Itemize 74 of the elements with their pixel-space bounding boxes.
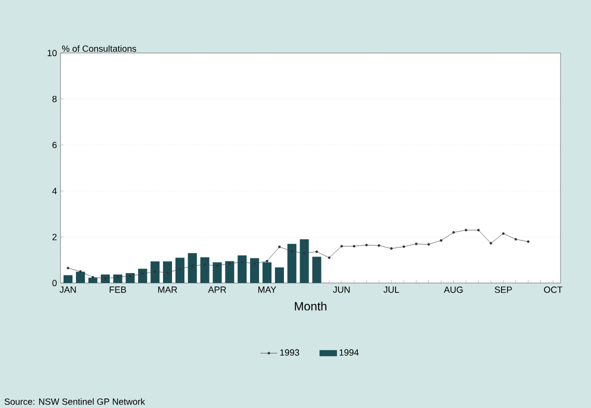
bar	[126, 273, 135, 283]
x-tick-label: OCT	[544, 286, 562, 293]
point	[92, 276, 94, 279]
bar	[188, 253, 197, 283]
x-tick-label: SEP	[494, 286, 512, 293]
x-tick-label: AUG	[444, 286, 463, 293]
x-tick-label: JUN	[333, 286, 350, 293]
x-tick-label: MAY	[258, 286, 276, 293]
point	[490, 242, 492, 245]
y-tick-label: 6	[52, 142, 57, 148]
point	[128, 274, 132, 278]
point	[253, 262, 256, 265]
bar	[64, 275, 72, 283]
x-tick-label: JAN	[60, 286, 76, 293]
point	[66, 266, 70, 270]
point	[427, 243, 430, 246]
bar	[250, 258, 260, 283]
bar	[238, 255, 247, 283]
point	[440, 239, 442, 242]
bar	[274, 267, 284, 283]
x-tick-label: MAR	[158, 286, 178, 293]
point	[390, 247, 393, 250]
y-tick-label: 2	[52, 234, 57, 240]
x-tick-label: APR	[208, 286, 226, 293]
bar	[225, 261, 234, 283]
point	[315, 250, 318, 254]
y-tick-label: 4	[52, 188, 57, 194]
point	[278, 246, 281, 248]
bar	[175, 258, 184, 283]
point	[514, 238, 518, 241]
source-note: Source: NSW Sentinel GP Network	[4, 398, 146, 405]
bar	[113, 274, 122, 283]
point	[79, 270, 82, 273]
point	[477, 228, 480, 232]
bar	[300, 239, 309, 283]
x-tick-label: FEB	[110, 286, 126, 293]
point	[464, 228, 468, 232]
legend-label: 1994	[340, 349, 359, 356]
point	[378, 244, 380, 247]
point	[414, 242, 418, 246]
point	[340, 244, 343, 248]
bar	[138, 268, 148, 283]
point	[526, 240, 530, 243]
bar	[312, 256, 322, 283]
point	[328, 256, 330, 259]
point	[154, 270, 156, 273]
bar	[287, 244, 296, 283]
bar	[100, 274, 110, 283]
point	[352, 244, 356, 248]
point	[402, 245, 406, 248]
legend-label: 1993	[280, 349, 300, 356]
point	[228, 262, 231, 265]
y-tick-label: 8	[52, 96, 57, 102]
point	[502, 232, 505, 235]
y-tick-label: 0	[52, 280, 57, 286]
x-axis-title: Month	[294, 302, 326, 310]
point	[240, 261, 244, 264]
bar	[200, 257, 210, 283]
bar	[76, 272, 85, 283]
bar	[88, 278, 98, 283]
point	[216, 264, 219, 268]
point	[141, 272, 144, 276]
bar	[150, 261, 160, 283]
bar	[163, 261, 172, 283]
point	[452, 231, 455, 234]
point	[365, 244, 368, 246]
y-tick-label: 10	[48, 50, 57, 56]
point	[266, 260, 268, 262]
bar	[212, 262, 222, 283]
point	[166, 271, 169, 274]
y-axis-title: % of Consultations	[62, 45, 136, 52]
point	[178, 268, 182, 270]
x-tick-label: JUL	[384, 286, 400, 293]
bar	[262, 262, 272, 283]
